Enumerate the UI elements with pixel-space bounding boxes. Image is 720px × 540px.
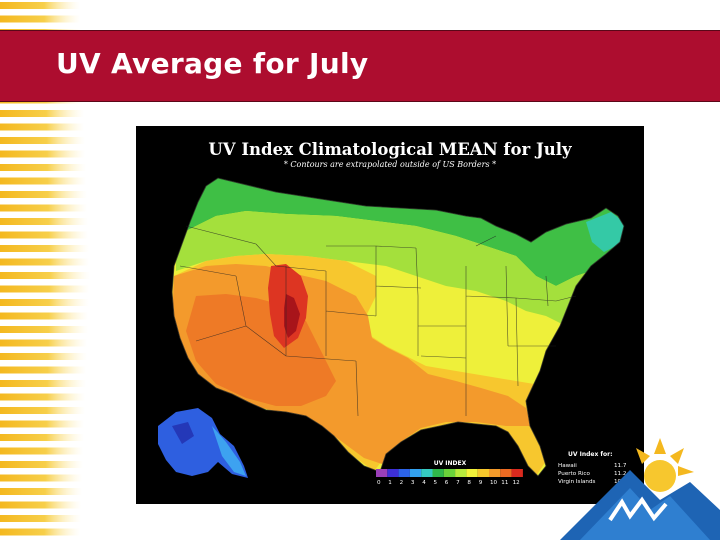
stripe xyxy=(0,393,86,401)
legend-swatch xyxy=(421,469,433,477)
stripe xyxy=(0,218,88,225)
alaska-inset xyxy=(158,408,248,478)
stripe xyxy=(0,177,87,185)
legend-tick-label: 7 xyxy=(456,480,460,486)
stripe xyxy=(0,447,84,455)
territory-name: Puerto Rico xyxy=(558,471,590,477)
zone-lime xyxy=(176,211,624,336)
stripe xyxy=(0,150,86,158)
mountain-front xyxy=(580,488,710,540)
legend-title: UV INDEX xyxy=(434,460,467,467)
sun-mountain-logo xyxy=(560,438,720,540)
stripe xyxy=(0,326,88,333)
stripe xyxy=(0,353,87,360)
stripe xyxy=(0,366,87,374)
stripe xyxy=(0,272,90,279)
stripe xyxy=(0,245,89,252)
legend-swatch xyxy=(376,469,388,477)
legend-swatch xyxy=(443,469,456,477)
stripe xyxy=(0,285,90,293)
stripe xyxy=(0,420,85,428)
stripe xyxy=(0,15,81,23)
slide-title: UV Average for July xyxy=(56,47,369,80)
stripe xyxy=(0,312,89,320)
uv-map: UV Index Climatological MEAN for July * … xyxy=(158,140,627,486)
zone-teal-northeast xyxy=(586,212,624,252)
legend-swatch xyxy=(511,469,523,477)
territory-name: Virgin Islands xyxy=(558,479,596,485)
legend-swatch xyxy=(398,469,410,477)
legend-tick-label: 5 xyxy=(434,480,438,486)
legend-swatch xyxy=(455,469,467,477)
legend-tick-label: 1 xyxy=(388,480,392,486)
sun-disc xyxy=(644,460,676,492)
legend-swatch xyxy=(432,469,444,477)
mountain-snow xyxy=(608,496,668,522)
legend-tick-label: 4 xyxy=(422,480,426,486)
legend-tick-label: 3 xyxy=(411,480,415,486)
zone-darkred-core xyxy=(284,294,300,338)
stripe xyxy=(0,204,88,212)
stripe xyxy=(0,407,85,414)
legend-swatch xyxy=(489,469,501,477)
stripe xyxy=(0,528,81,536)
sun-rays xyxy=(636,438,694,476)
legend-tick-label: 8 xyxy=(467,480,471,486)
title-bar: UV Average for July xyxy=(0,30,720,102)
legend-swatch xyxy=(477,469,489,477)
stripe xyxy=(0,339,88,347)
legend-swatch xyxy=(387,469,399,477)
stripe xyxy=(0,515,81,522)
uv-legend: UV INDEX 0 1 2 3 4 5 6 7 8 9 10 11 12 xyxy=(376,460,523,486)
map-title: UV Index Climatological MEAN for July xyxy=(208,140,572,159)
stripe xyxy=(0,434,84,441)
state-borders xyxy=(171,177,625,477)
legend-tick-label: 0 xyxy=(377,480,381,486)
stripe xyxy=(0,110,84,117)
legend-tick-label: 9 xyxy=(479,480,483,486)
stripe xyxy=(0,299,89,306)
stripe xyxy=(0,501,82,509)
legend-tick-label: 10 xyxy=(490,480,498,486)
stripe xyxy=(0,380,86,387)
legend-swatches xyxy=(376,469,523,477)
legend-tick-label: 12 xyxy=(513,480,520,486)
legend-swatch xyxy=(409,469,422,477)
legend-swatch xyxy=(466,469,478,477)
territory-value: 11.7 xyxy=(614,463,627,469)
stripe xyxy=(0,461,83,468)
stripe xyxy=(0,191,87,198)
legend-tick-label: 11 xyxy=(501,480,509,486)
uv-map-panel: UV Index Climatological MEAN for July * … xyxy=(136,126,644,504)
territory-name: Hawaii xyxy=(558,463,577,469)
territory-heading: UV Index for: xyxy=(568,451,613,458)
legend-swatch xyxy=(500,469,512,477)
legend-tick-label: 2 xyxy=(400,480,404,486)
stripe xyxy=(0,2,80,9)
legend-ticks: 0 1 2 3 4 5 6 7 8 9 10 11 12 xyxy=(377,480,520,486)
stripe xyxy=(0,137,85,144)
territory-value: 11.2 xyxy=(614,471,626,477)
stripe xyxy=(0,164,86,171)
stripe xyxy=(0,258,90,266)
map-subtitle: * Contours are extrapolated outside of U… xyxy=(284,160,496,169)
alaska-dark xyxy=(172,422,194,444)
stripe xyxy=(0,231,89,239)
legend-tick-label: 6 xyxy=(445,480,449,486)
alaska-lightblue xyxy=(212,426,246,476)
stripe xyxy=(0,474,83,482)
stripe xyxy=(0,488,82,495)
stripe xyxy=(0,123,85,131)
